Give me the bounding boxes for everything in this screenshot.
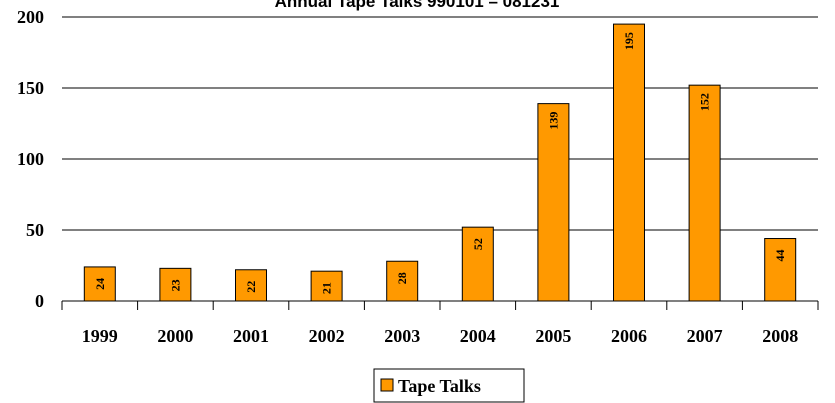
data-label-2008: 44 — [773, 250, 787, 262]
x-tick-label: 2001 — [233, 326, 269, 346]
data-label-2003: 28 — [395, 272, 409, 284]
bar-2004 — [461, 226, 494, 302]
data-label-2005: 139 — [546, 112, 560, 130]
y-tick-label: 200 — [17, 7, 44, 27]
data-label-2004: 52 — [471, 238, 485, 250]
data-labels: 24 23 22 21 28 52 139 195 152 44 — [93, 32, 787, 294]
y-tick-label: 150 — [17, 78, 44, 98]
data-label-2006: 195 — [622, 32, 636, 50]
bar-2003 — [386, 260, 419, 302]
x-tick-label: 2002 — [309, 326, 345, 346]
data-label-2007: 152 — [698, 93, 712, 111]
data-label-2000: 23 — [168, 279, 182, 291]
x-axis-ticks: 1999 2000 2001 2002 2003 2004 2005 2006 2007 2008 — [82, 326, 798, 346]
data-label-2001: 22 — [244, 281, 258, 293]
y-axis-ticks: 0 50 100 150 200 — [17, 7, 44, 311]
x-tick-label: 2004 — [460, 326, 496, 346]
legend-label: Tape Talks — [398, 376, 481, 396]
legend-swatch — [380, 378, 394, 392]
bar-2007 — [688, 84, 721, 302]
y-tick-label: 50 — [26, 220, 44, 240]
x-tick-label: 2008 — [762, 326, 798, 346]
data-label-2002: 21 — [320, 282, 334, 294]
y-tick-label: 0 — [35, 291, 44, 311]
data-label-1999: 24 — [93, 278, 107, 290]
bar-2006 — [613, 23, 645, 302]
bar-1999 — [83, 266, 116, 302]
legend: Tape Talks — [373, 368, 525, 403]
bars — [83, 23, 797, 302]
bar-2008 — [764, 238, 797, 302]
chart-title: Annual Tape Talks 990101 – 081231 — [275, 0, 560, 11]
x-tick-label: 1999 — [82, 326, 118, 346]
x-tick-label: 2006 — [611, 326, 647, 346]
y-tick-label: 100 — [17, 149, 44, 169]
x-tick-label: 2007 — [687, 326, 723, 346]
bar-2001 — [235, 269, 267, 302]
x-tick-label: 2000 — [157, 326, 193, 346]
x-tick-label: 2005 — [535, 326, 571, 346]
x-axis — [61, 300, 819, 310]
bar-2005 — [537, 103, 570, 302]
legend-frame — [373, 368, 525, 403]
x-tick-label: 2003 — [384, 326, 420, 346]
